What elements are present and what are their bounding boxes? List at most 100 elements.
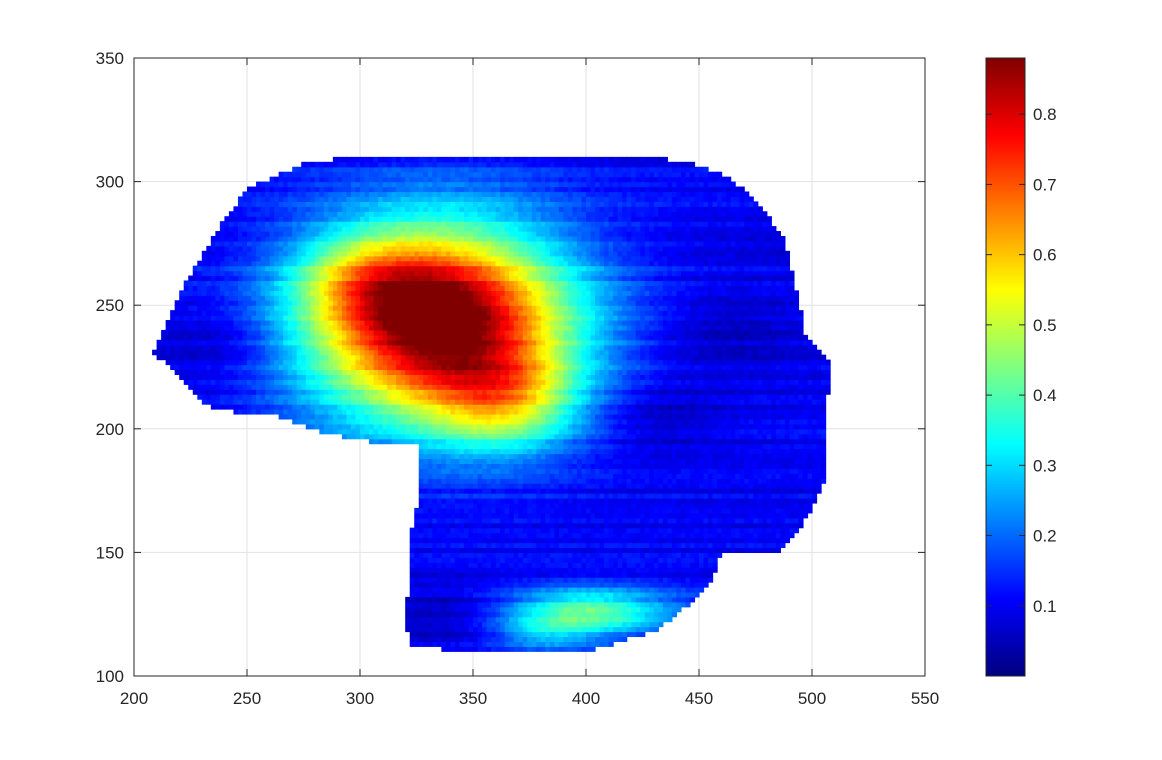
heatmap-cell: [780, 537, 786, 544]
heatmap-cell: [310, 423, 316, 430]
heatmap-cell: [748, 394, 754, 400]
heatmap-cell: [418, 596, 424, 603]
heatmap-cell: [744, 384, 750, 390]
heatmap-cell: [680, 601, 687, 608]
heatmap-cell: [563, 488, 569, 494]
heatmap-cell: [649, 537, 655, 544]
heatmap-cell: [486, 399, 492, 405]
heatmap-cell: [735, 522, 741, 529]
heatmap-cell: [414, 542, 420, 549]
heatmap-cell: [540, 443, 546, 450]
heatmap-cell: [491, 591, 497, 598]
heatmap-cell: [735, 418, 741, 425]
heatmap-cell: [518, 443, 524, 450]
heatmap-cell: [599, 591, 605, 598]
heatmap-cell: [708, 552, 714, 558]
heatmap-cell: [409, 572, 415, 578]
heatmap-cell: [360, 399, 366, 405]
heatmap-cell: [486, 493, 492, 499]
heatmap-cell: [382, 379, 388, 385]
heatmap-cell: [228, 369, 235, 376]
heatmap-cell: [748, 413, 754, 420]
heatmap-cell: [540, 404, 546, 410]
heatmap-cell: [531, 473, 537, 479]
heatmap-cell: [576, 562, 583, 568]
heatmap-cell: [775, 488, 781, 494]
heatmap-cell: [441, 399, 447, 405]
heatmap-cell: [491, 557, 497, 563]
heatmap-cell: [441, 483, 447, 489]
heatmap-cell: [617, 621, 623, 628]
heatmap-cell: [536, 433, 542, 440]
heatmap-cell: [626, 537, 632, 544]
heatmap-cell: [757, 478, 763, 484]
heatmap-cell: [712, 438, 718, 445]
heatmap-cell: [382, 404, 388, 410]
heatmap-cell: [540, 577, 546, 583]
heatmap-cell: [793, 423, 800, 430]
heatmap-cell: [626, 557, 632, 563]
heatmap-cell: [549, 473, 555, 479]
heatmap-cell: [644, 374, 650, 380]
heatmap-cell: [463, 636, 470, 642]
heatmap-cell: [477, 557, 483, 563]
heatmap-cell: [545, 542, 551, 549]
heatmap-cell: [816, 463, 822, 469]
heatmap-cell: [780, 507, 786, 514]
heatmap-cell: [576, 636, 583, 642]
heatmap-cell: [418, 458, 424, 464]
heatmap-cell: [676, 493, 682, 499]
heatmap-cell: [459, 463, 465, 469]
heatmap-cell: [662, 394, 668, 400]
heatmap-cell: [491, 502, 497, 509]
heatmap-cell: [409, 423, 415, 430]
heatmap-cell: [649, 473, 655, 479]
heatmap-cell: [491, 428, 497, 435]
heatmap-cell: [269, 379, 275, 385]
heatmap-cell: [436, 483, 442, 489]
heatmap-cell: [694, 409, 700, 415]
heatmap-cell: [757, 537, 763, 544]
heatmap-cell: [522, 443, 528, 450]
heatmap-cell: [608, 502, 614, 509]
heatmap-cell: [558, 374, 564, 380]
heatmap-cell: [680, 562, 687, 568]
heatmap-cell: [640, 557, 646, 563]
heatmap-cell: [613, 453, 619, 460]
heatmap-cell: [473, 448, 479, 455]
heatmap-cell: [400, 379, 406, 385]
heatmap-cell: [757, 493, 763, 499]
heatmap-cell: [739, 399, 745, 405]
heatmap-cell: [653, 507, 659, 514]
heatmap-cell: [518, 601, 524, 608]
heatmap-cell: [635, 453, 641, 460]
heatmap-cell: [414, 587, 420, 593]
heatmap-cell: [708, 423, 714, 430]
heatmap-cell: [576, 384, 583, 390]
heatmap-cell: [604, 616, 610, 623]
heatmap-cell: [703, 389, 709, 395]
heatmap-cell: [626, 502, 632, 509]
heatmap-cell: [301, 409, 307, 415]
heatmap-cell: [477, 641, 483, 647]
heatmap-cell: [373, 428, 379, 435]
heatmap-cell: [635, 374, 641, 380]
heatmap-cell: [771, 389, 777, 395]
heatmap-cell: [599, 379, 605, 385]
heatmap-cell: [775, 547, 781, 553]
heatmap-cell: [382, 423, 388, 430]
heatmap-cell: [287, 399, 293, 405]
heatmap-cell: [504, 483, 510, 489]
heatmap-cell: [762, 502, 768, 509]
heatmap-cell: [721, 379, 727, 385]
heatmap-cell: [572, 522, 578, 529]
heatmap-cell: [201, 369, 207, 376]
heatmap-cell: [558, 537, 564, 544]
heatmap-cell: [473, 458, 479, 464]
heatmap-cell: [274, 399, 280, 405]
heatmap-cell: [689, 418, 696, 425]
heatmap-cell: [414, 369, 420, 376]
heatmap-cell: [454, 428, 461, 435]
heatmap-cell: [549, 537, 555, 544]
heatmap-cell: [802, 418, 809, 425]
